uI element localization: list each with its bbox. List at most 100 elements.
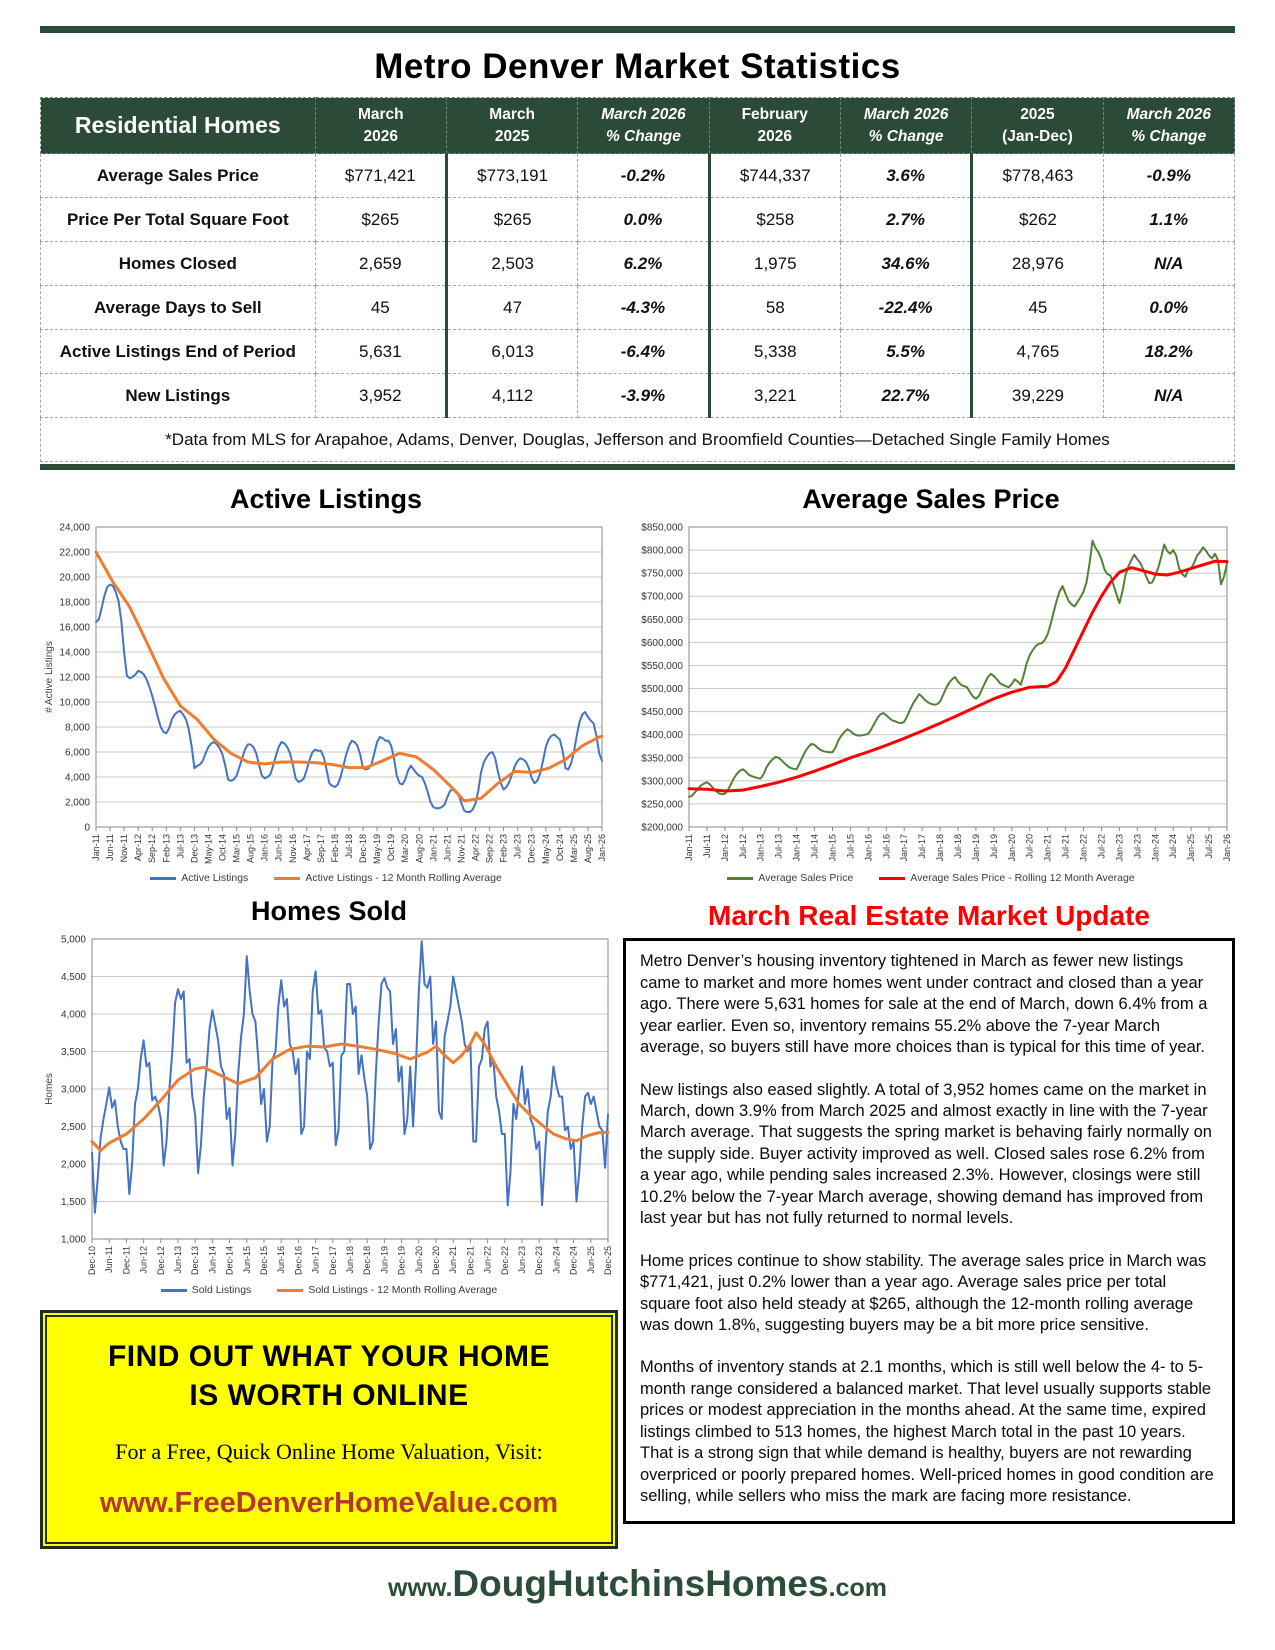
avg-sales-price-section: Average Sales Price $200,000 $250,000 $300…: [627, 474, 1235, 884]
market-update-paragraph: Months of inventory stands at 2.1 months…: [640, 1358, 1214, 1505]
col-header-line: March: [489, 106, 535, 123]
cell: 0.0%: [1102, 285, 1236, 331]
svg-text:4,500: 4,500: [61, 972, 86, 983]
svg-text:Jan-11: Jan-11: [91, 834, 101, 861]
svg-text:$550,000: $550,000: [641, 661, 683, 672]
svg-text:10,000: 10,000: [59, 698, 90, 709]
footer-com: .com: [828, 1574, 887, 1603]
svg-text:Dec-13: Dec-13: [189, 834, 199, 863]
cell: 2,659: [314, 241, 447, 287]
table-row: Homes Closed 2,659 2,503 6.2% 1,975 34.6…: [40, 241, 1236, 287]
svg-text:Jan-26: Jan-26: [597, 834, 607, 862]
cell: 3.6%: [839, 153, 973, 199]
row-label: Average Days to Sell: [40, 285, 316, 331]
svg-text:$350,000: $350,000: [641, 754, 683, 765]
banner-url-link[interactable]: www.FreeDenverHomeValue.com: [99, 1487, 559, 1520]
col-header-line: March 2026: [1126, 106, 1212, 123]
legend-item: Active Listings - 12 Month Rolling Avera…: [274, 872, 502, 884]
cell: 4,765: [970, 329, 1104, 375]
col-header-mom-change: March 2026 % Change: [839, 96, 973, 155]
cell: 39,229: [970, 373, 1104, 419]
homes-sold-section: Homes Sold 1,000 1,500 2,000 2,500 3,000 3,50…: [40, 896, 618, 1296]
svg-text:22,000: 22,000: [59, 548, 90, 559]
svg-text:Dec-19: Dec-19: [397, 1246, 407, 1275]
svg-text:Dec-13: Dec-13: [190, 1246, 200, 1275]
svg-text:2,000: 2,000: [61, 1160, 86, 1171]
legend-swatch: [274, 876, 301, 880]
cell: 4,112: [444, 373, 579, 419]
svg-text:Aug-25: Aug-25: [583, 834, 593, 863]
svg-text:3,000: 3,000: [61, 1085, 86, 1096]
legend-swatch: [879, 876, 906, 880]
svg-text:Dec-20: Dec-20: [431, 1246, 441, 1275]
svg-text:Jan-26: Jan-26: [1222, 834, 1232, 862]
svg-text:May-14: May-14: [203, 834, 213, 864]
svg-text:20,000: 20,000: [59, 573, 90, 584]
svg-text:Aug-15: Aug-15: [246, 834, 256, 863]
svg-text:Jan-12: Jan-12: [720, 834, 730, 862]
cell: 45: [314, 285, 447, 331]
row-label: Active Listings End of Period: [40, 329, 316, 375]
table-row: Average Days to Sell 45 47 -4.3% 58 -22.…: [40, 285, 1236, 331]
col-header-yoy-change: March 2026 % Change: [577, 96, 710, 155]
svg-text:Oct-24: Oct-24: [555, 834, 565, 861]
svg-text:Feb-18: Feb-18: [330, 834, 340, 863]
svg-text:Jun-21: Jun-21: [448, 1246, 458, 1274]
footer-link[interactable]: www.DougHutchinsHomes.com: [40, 1563, 1235, 1605]
svg-text:Jul-13: Jul-13: [175, 834, 185, 859]
svg-text:Jun-12: Jun-12: [139, 1246, 149, 1274]
svg-text:8,000: 8,000: [65, 723, 90, 734]
svg-text:16,000: 16,000: [59, 623, 90, 634]
svg-text:Jul-18: Jul-18: [953, 834, 963, 859]
svg-text:4,000: 4,000: [61, 1010, 86, 1021]
svg-text:Jan-17: Jan-17: [899, 834, 909, 862]
svg-text:Jul-24: Jul-24: [1168, 834, 1178, 859]
top-rule: [40, 26, 1235, 33]
svg-text:Dec-17: Dec-17: [328, 1246, 338, 1275]
svg-text:18,000: 18,000: [59, 598, 90, 609]
svg-text:$400,000: $400,000: [641, 731, 683, 742]
svg-text:Jul-17: Jul-17: [917, 834, 927, 859]
svg-text:Jun-15: Jun-15: [242, 1246, 252, 1274]
col-header-mar2026: March 2026: [314, 96, 447, 155]
svg-text:Jun-19: Jun-19: [379, 1246, 389, 1274]
col-header-line: March 2026: [863, 106, 949, 123]
svg-text:Dec-16: Dec-16: [293, 1246, 303, 1275]
col-header-line: 2026: [363, 127, 399, 145]
svg-text:$250,000: $250,000: [641, 800, 683, 811]
svg-text:Jul-25: Jul-25: [1204, 834, 1214, 859]
cell: 1.1%: [1102, 197, 1236, 243]
svg-text:Jan-16: Jan-16: [863, 834, 873, 862]
legend-item: Active Listings: [150, 872, 248, 884]
svg-text:2,000: 2,000: [65, 798, 90, 809]
svg-text:Aug-20: Aug-20: [414, 834, 424, 863]
cell: 3,221: [707, 373, 841, 419]
svg-text:1,500: 1,500: [61, 1197, 86, 1208]
svg-text:Apr-12: Apr-12: [133, 834, 143, 861]
table-row: New Listings 3,952 4,112 -3.9% 3,221 22.…: [40, 373, 1236, 419]
mid-rule: [40, 464, 1235, 471]
svg-text:Jan-20: Jan-20: [1007, 834, 1017, 862]
active-listings-section: Active Listings 0 2,000 4,000 6,000 8,000 10,…: [40, 474, 612, 884]
cell: 47: [444, 285, 579, 331]
svg-text:Oct-14: Oct-14: [218, 834, 228, 861]
svg-text:Jun-11: Jun-11: [104, 1246, 114, 1273]
cell: 5.5%: [839, 329, 973, 375]
cell: 5,631: [314, 329, 447, 375]
home-value-banner: FIND OUT WHAT YOUR HOME IS WORTH ONLINE …: [40, 1310, 618, 1550]
svg-text:$600,000: $600,000: [641, 638, 683, 649]
legend-swatch: [150, 876, 177, 880]
svg-text:Dec-25: Dec-25: [603, 1246, 613, 1275]
legend-label: Active Listings: [181, 872, 249, 885]
market-update-title: March Real Estate Market Update: [708, 900, 1150, 932]
footer-www: www.: [388, 1574, 453, 1603]
cell: -3.9%: [577, 373, 710, 419]
svg-text:Jun-20: Jun-20: [414, 1246, 424, 1274]
svg-text:12,000: 12,000: [59, 673, 90, 684]
table-header-row: Residential Homes March 2026 March 2025 …: [40, 96, 1236, 155]
svg-text:Feb-23: Feb-23: [499, 834, 509, 863]
svg-text:Mar-25: Mar-25: [569, 834, 579, 863]
svg-text:# Active Listings: # Active Listings: [44, 642, 55, 714]
svg-text:Jul-11: Jul-11: [702, 834, 712, 858]
cell: $771,421: [314, 153, 447, 199]
